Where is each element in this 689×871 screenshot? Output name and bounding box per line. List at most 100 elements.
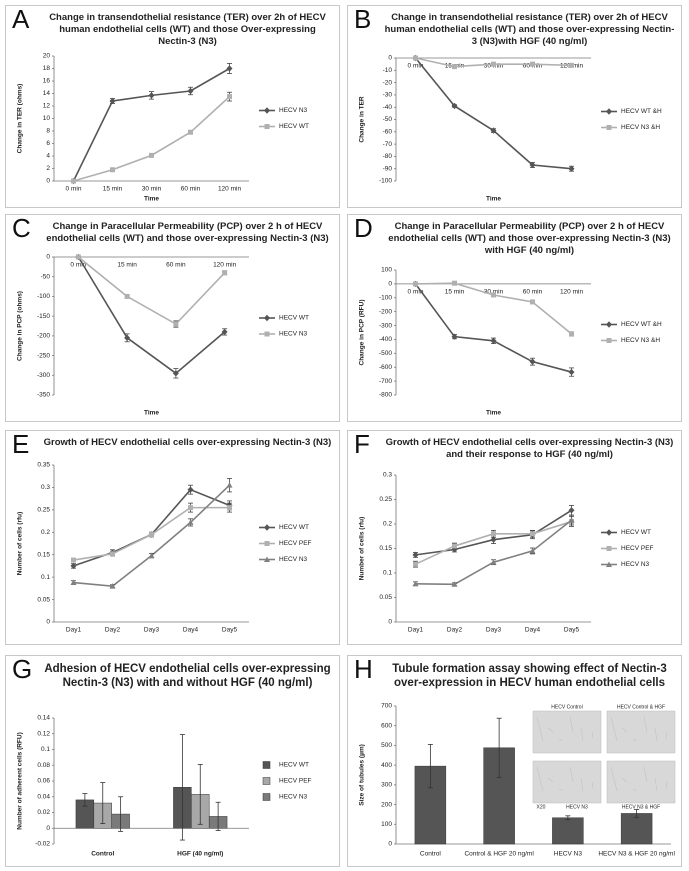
y-axis-label: Number of cells (rfu) (17, 512, 24, 576)
y-tick-label: 6 (46, 140, 50, 147)
x-tick-label: 120 min (213, 262, 237, 269)
x-tick-label: HECV N3 (554, 851, 583, 858)
x-tick-label: 15 min (117, 262, 137, 269)
chart-title: Adhesion of HECV endothelial cells over-… (44, 663, 331, 690)
x-tick-label: 0 min (408, 289, 424, 296)
y-tick-label: -200 (37, 333, 50, 340)
marker (491, 61, 496, 67)
y-tick-label: 0.02 (37, 809, 50, 816)
marker (568, 165, 575, 172)
chart: -0.02 0 0.02 0.04 0.06 0.08 0.1 0.12 0.14 Number … (17, 715, 312, 858)
inset-image (606, 710, 676, 754)
inset-image (532, 710, 602, 754)
marker (124, 334, 131, 342)
bar (552, 817, 584, 845)
y-tick-label: 300 (381, 782, 392, 789)
chart: 100 0 -100 -200 -300 -400 -500 -600 -700 -800 Chan… (359, 267, 662, 417)
panel-letter: F (354, 429, 370, 459)
y-tick-label: 0.1 (41, 574, 50, 581)
x-tick-label: Control (91, 851, 114, 858)
legend-label: HECV N3 &H (621, 124, 660, 131)
y-axis-label: Change in TER (ohms) (17, 84, 24, 154)
y-tick-label: -70 (383, 141, 393, 148)
inset-image (606, 760, 676, 804)
marker (109, 97, 116, 105)
x-tick-label: 0 min (66, 186, 82, 193)
marker (71, 178, 76, 184)
marker (413, 561, 418, 567)
marker (70, 562, 77, 570)
y-tick-label: -700 (379, 378, 392, 385)
legend-label: HECV N3 (279, 794, 308, 801)
marker (452, 280, 457, 286)
legend-label: HECV WT (279, 123, 309, 130)
chart-title: Change in Paracellular Permeability (PCP… (46, 221, 329, 244)
y-axis-label: Change in PCP (RFU) (359, 300, 366, 366)
marker (491, 531, 496, 537)
y-tick-label: 14 (43, 90, 51, 97)
y-tick-label: 8 (46, 128, 50, 135)
y-tick-label: 0 (388, 55, 392, 62)
y-tick-label: 20 (43, 53, 51, 60)
marker (109, 583, 116, 589)
marker (606, 108, 612, 115)
marker (227, 505, 232, 511)
inset-label: HECV Control (551, 704, 582, 710)
y-tick-label: -10 (383, 67, 393, 74)
marker (264, 556, 270, 562)
panel: 100 0 -100 -200 -300 -400 -500 -600 -700 -800 Chan… (347, 213, 682, 422)
marker (148, 92, 155, 99)
chart: 0 -50 -100 -150 -200 -250 -300 -350 Change in PC… (17, 254, 309, 417)
chart-title: Growth of HECV endothelial cells over-ex… (385, 437, 674, 460)
marker (110, 167, 115, 173)
y-tick-label: -200 (379, 308, 392, 315)
marker (451, 102, 458, 110)
y-tick-label: 0.08 (37, 762, 50, 769)
marker (148, 552, 155, 559)
marker (412, 551, 419, 559)
marker (606, 125, 612, 130)
y-tick-label: 0.1 (383, 570, 392, 577)
y-tick-label: 0.15 (37, 551, 50, 558)
x-tick-label: 0 min (408, 63, 424, 70)
x-tick-label: Day4 (525, 627, 541, 634)
y-tick-label: -600 (379, 364, 392, 371)
marker (490, 337, 497, 345)
x-tick-label: Day5 (564, 627, 580, 634)
marker (452, 543, 457, 549)
marker (606, 338, 612, 343)
y-tick-label: 0 (388, 841, 392, 848)
legend-label: HECV PEF (279, 540, 312, 547)
marker (606, 321, 612, 328)
marker (452, 64, 457, 70)
legend-label: HECV N3 (279, 556, 308, 563)
marker (490, 127, 497, 134)
marker (529, 161, 536, 169)
marker (264, 124, 270, 129)
x-tick-label: 120 min (218, 186, 242, 193)
y-tick-label: 18 (43, 65, 51, 72)
inset-texture (569, 716, 574, 733)
marker (187, 87, 194, 95)
marker (490, 559, 497, 565)
panel: 0 2 4 6 8 10 12 14 16 18 20 Change in TER (ohms) Tim… (5, 4, 340, 208)
marker (188, 129, 193, 135)
y-tick-label: -300 (379, 322, 392, 329)
y-tick-label: -80 (383, 153, 393, 160)
inset-texture (591, 731, 594, 740)
y-tick-label: -300 (37, 372, 50, 379)
marker (412, 580, 419, 587)
x-tick-label: 15 min (445, 289, 465, 296)
y-tick-label: 100 (381, 821, 392, 828)
y-axis-label: Size of tubules (µm) (359, 744, 366, 806)
y-tick-label: 4 (46, 153, 50, 160)
inset-texture (632, 788, 638, 792)
legend-label: HECV N3 (621, 561, 650, 568)
y-tick-label: -50 (41, 273, 51, 280)
panel-letter: H (354, 654, 373, 684)
marker (413, 281, 418, 287)
y-tick-label: -500 (379, 350, 392, 357)
marker (529, 547, 536, 554)
inset-texture (632, 738, 638, 742)
y-tick-label: 0 (46, 825, 50, 832)
